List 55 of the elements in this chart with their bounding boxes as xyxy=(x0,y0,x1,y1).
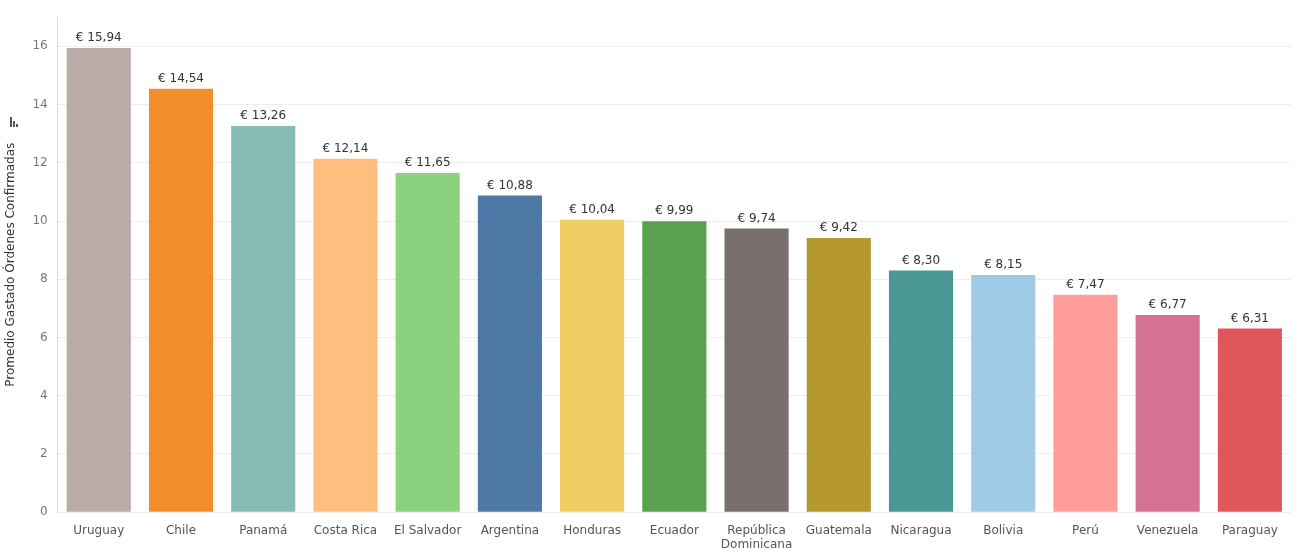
y-axis-title: Promedio Gastado Órdenes Confirmadas xyxy=(2,142,18,387)
x-tick-label: Panamá xyxy=(239,522,288,537)
x-tick-label: Honduras xyxy=(563,522,621,537)
y-tick-label: 12 xyxy=(32,154,48,169)
x-tick-label: Ecuador xyxy=(649,522,699,537)
bar xyxy=(1135,315,1200,512)
bar xyxy=(66,48,131,512)
bar xyxy=(148,88,214,512)
y-tick-label: 16 xyxy=(32,38,48,53)
bar xyxy=(888,270,954,512)
data-label: € 13,26 xyxy=(240,108,287,123)
x-tick-label: Paraguay xyxy=(1221,522,1278,537)
data-label: € 10,04 xyxy=(569,201,616,216)
data-label: € 6,77 xyxy=(1148,297,1187,312)
x-tick-label: Nicaragua xyxy=(890,522,952,537)
data-label: € 10,88 xyxy=(486,177,533,192)
data-label: € 9,99 xyxy=(655,203,694,218)
y-tick-label: 8 xyxy=(40,271,48,286)
y-tick-label: 4 xyxy=(40,387,48,402)
data-label: € 9,74 xyxy=(737,210,776,225)
bar xyxy=(724,228,789,512)
bar xyxy=(1053,294,1118,512)
bar xyxy=(477,195,542,512)
data-label: € 11,65 xyxy=(404,155,451,170)
y-tick-label: 6 xyxy=(40,329,48,344)
x-tick-label: Bolivia xyxy=(983,522,1024,537)
bar xyxy=(806,237,871,512)
x-tick-label: Chile xyxy=(165,522,197,537)
bar xyxy=(1217,328,1282,512)
data-label: € 7,47 xyxy=(1066,276,1105,291)
data-label: € 8,30 xyxy=(901,252,941,267)
bar xyxy=(395,172,460,512)
bar xyxy=(642,221,707,512)
y-tick-label: 10 xyxy=(32,213,48,228)
data-label: € 8,15 xyxy=(984,257,1023,272)
x-tick-label: Perú xyxy=(1072,522,1099,537)
y-tick-label: 0 xyxy=(40,504,48,519)
bar xyxy=(560,219,625,512)
x-tick-label: El Salvador xyxy=(393,522,462,537)
bar xyxy=(313,158,378,512)
y-tick-label: 2 xyxy=(40,446,48,461)
bar xyxy=(231,126,296,512)
data-label: € 15,94 xyxy=(75,30,122,45)
data-label: € 6,31 xyxy=(1230,310,1269,325)
x-tick-label: Guatemala xyxy=(805,522,872,537)
data-label: € 14,54 xyxy=(158,70,204,85)
x-tick-label: República Dominicana xyxy=(720,522,793,551)
data-label: € 9,42 xyxy=(819,220,858,235)
x-tick-label: Costa Rica xyxy=(313,522,378,537)
bar xyxy=(971,274,1036,512)
x-tick-label: Argentina xyxy=(480,522,540,537)
y-tick-label: 14 xyxy=(32,96,48,111)
data-label: € 12,14 xyxy=(322,140,369,155)
x-tick-label: Uruguay xyxy=(73,522,125,537)
x-tick-label: Venezuela xyxy=(1136,522,1199,537)
